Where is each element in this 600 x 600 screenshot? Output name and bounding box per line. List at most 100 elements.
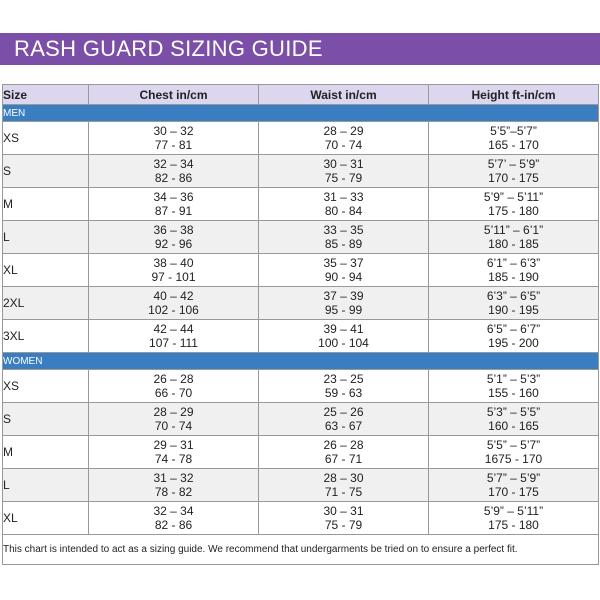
height-cell: 5’5”–5’7” 165 - 170: [428, 121, 599, 155]
waist-value: 59 - 63: [324, 386, 363, 400]
height-value: 170 - 175: [488, 485, 539, 499]
waist-cell: 28 – 30 71 - 75: [258, 468, 429, 502]
waist-value: 28 – 30: [323, 471, 364, 485]
waist-value: 95 - 99: [324, 303, 363, 317]
size-cell: XL: [2, 501, 89, 535]
waist-value: 33 – 35: [323, 223, 364, 237]
chest-value: 29 – 31: [153, 438, 194, 452]
height-cell: 6’5” – 6’7” 195 - 200: [428, 319, 599, 353]
waist-value: 37 – 39: [323, 289, 364, 303]
chest-value: 42 – 44: [153, 322, 194, 336]
chest-cell: 31 – 32 78 - 82: [88, 468, 259, 502]
waist-cell: 33 – 35 85 - 89: [258, 220, 429, 254]
chest-value: 78 - 82: [154, 485, 193, 499]
height-value: 6’3” – 6’5”: [486, 289, 541, 303]
waist-value: 25 – 26: [323, 405, 364, 419]
waist-cell: 39 – 41 100 - 104: [258, 319, 429, 353]
footnote: This chart is intended to act as a sizin…: [2, 534, 599, 565]
height-value: 155 - 160: [488, 386, 539, 400]
size-cell: M: [2, 435, 89, 469]
height-value: 5’5”–5’7”: [490, 124, 537, 138]
height-cell: 5’7’ – 5’9” 170 - 175: [428, 154, 599, 188]
waist-value: 90 - 94: [324, 270, 363, 284]
chest-cell: 26 – 28 66 - 70: [88, 369, 259, 403]
size-cell: L: [2, 220, 89, 254]
chest-value: 26 – 28: [153, 372, 194, 386]
size-cell: M: [2, 187, 89, 221]
chest-value: 30 – 32: [153, 124, 194, 138]
waist-value: 70 - 74: [324, 138, 363, 152]
waist-cell: 28 – 29 70 - 74: [258, 121, 429, 155]
waist-value: 39 – 41: [323, 322, 364, 336]
size-cell: 3XL: [2, 319, 89, 353]
waist-value: 71 - 75: [324, 485, 363, 499]
height-value: 190 - 195: [488, 303, 539, 317]
height-value: 175 - 180: [488, 204, 539, 218]
footnote-row: This chart is intended to act as a sizin…: [2, 534, 599, 565]
size-row: M 29 – 31 74 - 78 26 – 28 67 - 71 5’5” – 5’7”…: [2, 435, 599, 469]
column-header: Chest in/cm: [88, 84, 259, 105]
chest-cell: 42 – 44 107 - 111: [88, 319, 259, 353]
chest-value: 77 - 81: [154, 138, 193, 152]
chest-cell: 28 – 29 70 - 74: [88, 402, 259, 436]
size-row: 3XL 42 – 44 107 - 111 39 – 41 100 - 104 6’5” …: [2, 319, 599, 353]
chest-cell: 40 – 42 102 - 106: [88, 286, 259, 320]
chest-cell: 38 – 40 97 - 101: [88, 253, 259, 287]
height-value: 5’9” – 5’11”: [483, 504, 544, 518]
height-value: 5’3” – 5’5”: [486, 405, 541, 419]
chest-value: 87 - 91: [154, 204, 193, 218]
chest-value: 40 – 42: [153, 289, 194, 303]
height-cell: 5’1” – 5’3” 155 - 160: [428, 369, 599, 403]
waist-value: 23 – 25: [323, 372, 364, 386]
waist-cell: 30 – 31 75 - 79: [258, 501, 429, 535]
size-cell: 2XL: [2, 286, 89, 320]
waist-value: 31 – 33: [323, 190, 364, 204]
height-value: 1675 - 170: [484, 452, 543, 466]
chest-value: 34 – 36: [153, 190, 194, 204]
waist-cell: 26 – 28 67 - 71: [258, 435, 429, 469]
height-value: 170 - 175: [488, 171, 539, 185]
size-row: XS 30 – 32 77 - 81 28 – 29 70 - 74 5’5”–5’7” 1…: [2, 121, 599, 155]
chest-value: 74 - 78: [154, 452, 193, 466]
title-bar: RASH GUARD SIZING GUIDE: [0, 33, 600, 65]
section-row: WOMEN: [2, 352, 599, 370]
waist-value: 67 - 71: [324, 452, 363, 466]
height-value: 6’1” – 6’3”: [486, 256, 541, 270]
size-row: S 28 – 29 70 - 74 25 – 26 63 - 67 5’3” – 5’5”…: [2, 402, 599, 436]
size-row: L 36 – 38 92 - 96 33 – 35 85 - 89 5’11” – 6’1…: [2, 220, 599, 254]
size-row: 2XL 40 – 42 102 - 106 37 – 39 95 - 99 6’3” – …: [2, 286, 599, 320]
height-value: 6’5” – 6’7”: [486, 322, 541, 336]
height-value: 195 - 200: [488, 336, 539, 350]
waist-cell: 37 – 39 95 - 99: [258, 286, 429, 320]
size-cell: S: [2, 402, 89, 436]
height-value: 5’7’ – 5’9”: [487, 157, 540, 171]
chest-cell: 29 – 31 74 - 78: [88, 435, 259, 469]
size-cell: XS: [2, 369, 89, 403]
chest-value: 32 – 34: [153, 157, 194, 171]
chest-cell: 34 – 36 87 - 91: [88, 187, 259, 221]
chest-value: 70 - 74: [154, 419, 193, 433]
height-cell: 5’9” – 5’11” 175 - 180: [428, 187, 599, 221]
chest-value: 107 - 111: [149, 336, 198, 350]
height-cell: 5’5” – 5’7” 1675 - 170: [428, 435, 599, 469]
height-value: 160 - 165: [488, 419, 539, 433]
waist-value: 35 – 37: [323, 256, 364, 270]
chest-cell: 32 – 34 82 - 86: [88, 154, 259, 188]
chest-value: 97 - 101: [151, 270, 196, 284]
size-cell: S: [2, 154, 89, 188]
chest-value: 82 - 86: [154, 171, 193, 185]
height-value: 165 - 170: [488, 138, 539, 152]
size-row: M 34 – 36 87 - 91 31 – 33 80 - 84 5’9” – 5’11…: [2, 187, 599, 221]
waist-cell: 25 – 26 63 - 67: [258, 402, 429, 436]
chest-cell: 32 – 34 82 - 86: [88, 501, 259, 535]
waist-value: 75 - 79: [324, 171, 363, 185]
chest-value: 66 - 70: [154, 386, 193, 400]
size-row: L 31 – 32 78 - 82 28 – 30 71 - 75 5’7” – 5’9”…: [2, 468, 599, 502]
chest-value: 36 – 38: [153, 223, 194, 237]
chest-cell: 36 – 38 92 - 96: [88, 220, 259, 254]
height-value: 5’7” – 5’9”: [486, 471, 541, 485]
height-value: 5’9” – 5’11”: [483, 190, 544, 204]
height-value: 185 - 190: [488, 270, 539, 284]
waist-cell: 30 – 31 75 - 79: [258, 154, 429, 188]
chest-value: 32 – 34: [153, 504, 194, 518]
